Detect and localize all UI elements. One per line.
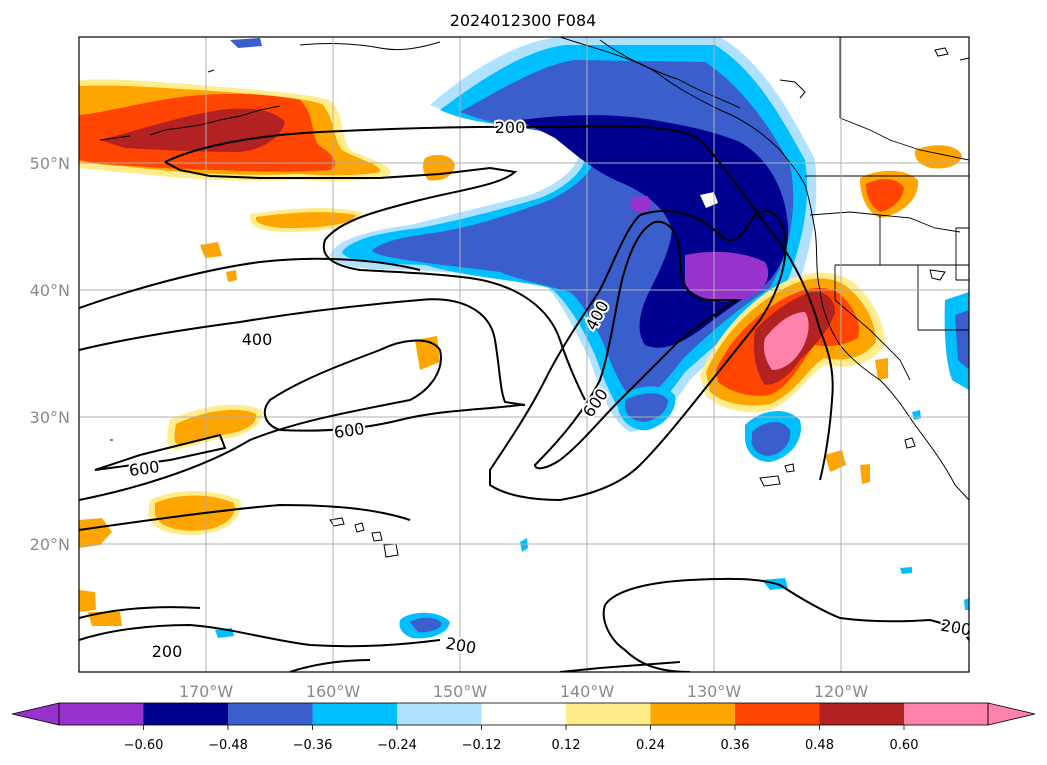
political-borders	[805, 37, 969, 381]
colorbar-tick-label: 0.36	[721, 738, 750, 753]
map-title: 2024012300 F084	[450, 11, 597, 30]
contour-label: 200	[495, 118, 526, 137]
colorbar-bin	[650, 703, 735, 725]
colorbar-tick-label: −0.24	[377, 738, 417, 753]
colorbar-outline	[58, 702, 989, 726]
colorbar: −0.60 −0.48 −0.36 −0.24 −0.12 0.12 0.24 …	[11, 702, 1036, 753]
lon-tick-label: 120°W	[814, 682, 869, 701]
colorbar-bin	[228, 703, 313, 725]
lat-tick-label: 20°N	[30, 535, 70, 554]
colorbar-bin	[312, 703, 397, 725]
lat-tick-label: 30°N	[30, 408, 70, 427]
colorbar-ticks	[143, 725, 905, 730]
contour-label: 400	[242, 330, 273, 349]
coastlines	[99, 37, 969, 558]
lon-tick-label: 130°W	[687, 682, 742, 701]
contour-label: 200	[152, 642, 183, 661]
colorbar-tick-label: 0.48	[805, 738, 834, 753]
colorbar-bin	[481, 703, 566, 725]
height-contours	[79, 125, 969, 672]
map-frame	[78, 36, 970, 673]
lat-tick-label: 40°N	[30, 281, 70, 300]
colorbar-tick-label: 0.60	[890, 738, 919, 753]
colorbar-extend-high	[987, 702, 1036, 726]
lon-tick-label: 140°W	[560, 682, 615, 701]
colorbar-tick-label: −0.48	[208, 738, 248, 753]
colorbar-tick-label: 0.24	[636, 738, 665, 753]
latitude-labels: 50°N 40°N 30°N 20°N	[30, 154, 70, 554]
longitude-labels: 170°W 160°W 150°W 140°W 130°W 120°W	[179, 682, 869, 701]
colorbar-bin	[143, 703, 228, 725]
colorbar-bin	[59, 703, 144, 725]
colorbar-bin	[566, 703, 651, 725]
colorbar-extend-low	[11, 702, 60, 726]
colorbar-tick-label: −0.36	[293, 738, 333, 753]
colorbar-tick-label: −0.60	[124, 738, 164, 753]
colorbar-tick-label: 0.12	[552, 738, 581, 753]
colorbar-bin	[397, 703, 482, 725]
colorbar-bin	[904, 703, 989, 725]
colorbar-bin	[735, 703, 820, 725]
lat-tick-label: 50°N	[30, 154, 70, 173]
lon-tick-label: 150°W	[433, 682, 488, 701]
lon-tick-label: 160°W	[306, 682, 361, 701]
lon-tick-label: 170°W	[179, 682, 234, 701]
colorbar-tick-labels: −0.60 −0.48 −0.36 −0.24 −0.12 0.12 0.24 …	[124, 738, 919, 753]
colorbar-tick-label: −0.12	[462, 738, 502, 753]
colorbar-bin	[819, 703, 904, 725]
